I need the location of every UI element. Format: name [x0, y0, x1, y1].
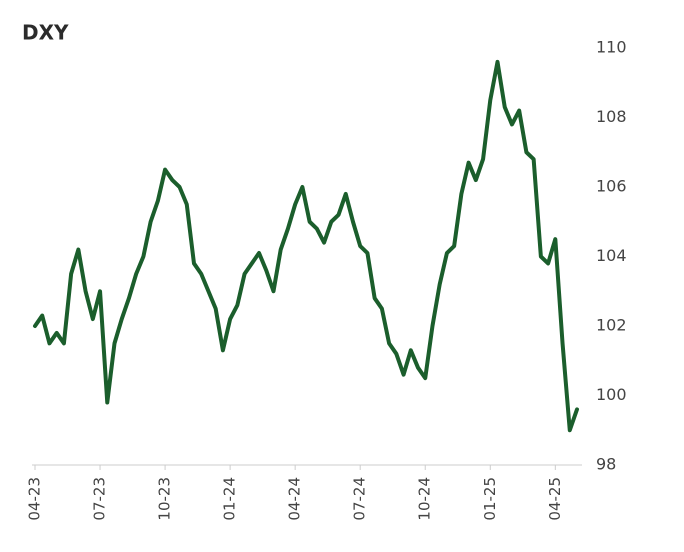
- x-tick-label: 01-24: [221, 477, 239, 521]
- x-tick-label: 10-24: [416, 477, 434, 521]
- x-tick-label: 10-23: [156, 477, 174, 521]
- chart-title: DXY: [22, 21, 69, 45]
- x-tick-label: 01-25: [481, 477, 499, 521]
- x-tick-label: 07-24: [351, 477, 369, 521]
- y-tick-label: 100: [596, 385, 627, 404]
- y-tick-label: 104: [596, 246, 627, 265]
- x-tick-label: 07-23: [91, 477, 109, 521]
- line: [33, 59, 579, 433]
- x-tick-label: 04-25: [546, 477, 564, 521]
- x-tick-label: 04-23: [26, 477, 44, 521]
- y-tick-label: 98: [596, 455, 616, 474]
- x-tick-label: 04-24: [286, 477, 304, 521]
- y-tick-label: 102: [596, 316, 627, 335]
- y-tick-label: 106: [596, 177, 627, 196]
- y-tick-label: 110: [596, 38, 627, 57]
- y-tick-label: 108: [596, 107, 627, 126]
